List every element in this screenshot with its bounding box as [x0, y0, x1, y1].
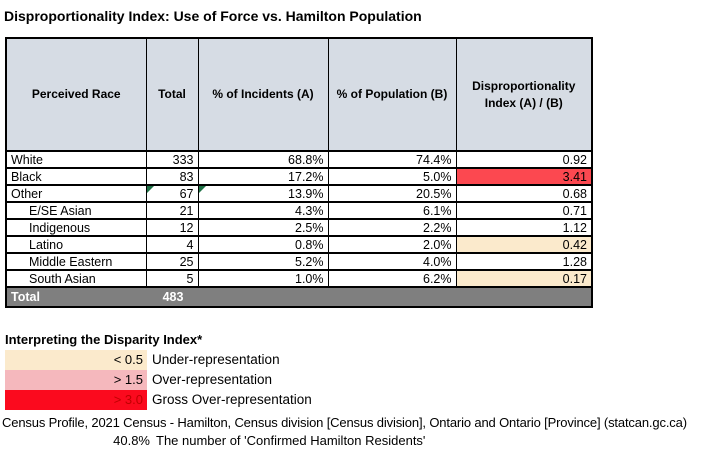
col-header-perceived-race: Perceived Race	[5, 37, 147, 152]
legend-label: Under-representation	[152, 352, 280, 367]
confirmed-residents-label: The number of 'Confirmed Hamilton Reside…	[156, 433, 426, 448]
cell-total: 333	[145, 150, 199, 169]
confirmed-residents-note: 40.8% The number of 'Confirmed Hamilton …	[0, 433, 723, 448]
disproportionality-table: Perceived Race Total % of Incidents (A) …	[5, 37, 593, 308]
cell-population: 2.2%	[327, 218, 457, 237]
table-row-ese-asian: E/SE Asian 21 4.3% 6.1% 0.71	[5, 201, 593, 220]
table-row-south-asian: South Asian 5 1.0% 6.2% 0.17	[5, 269, 593, 288]
total-row-label: Total	[11, 290, 40, 304]
census-source-note: Census Profile, 2021 Census - Hamilton, …	[2, 415, 687, 430]
cell-index: 3.41	[455, 167, 593, 186]
cell-race: White	[5, 150, 147, 169]
cell-index: 1.28	[455, 252, 593, 271]
legend-item-gross-over: > 3.0 Gross Over-representation	[5, 390, 723, 410]
cell-total: 4	[145, 235, 199, 254]
total-row-cell: Total 483	[6, 287, 592, 307]
cell-race: Other	[5, 184, 147, 203]
cell-race: Indigenous	[5, 218, 147, 237]
cell-index: 1.12	[455, 218, 593, 237]
cell-population: 6.2%	[327, 269, 457, 288]
cell-race: Black	[5, 167, 147, 186]
col-header-population: % of Population (B)	[327, 37, 457, 152]
cell-race: South Asian	[5, 269, 147, 288]
cell-incidents: 5.2%	[197, 252, 329, 271]
table-row-white: White 333 68.8% 74.4% 0.92	[5, 150, 593, 169]
confirmed-residents-value: 40.8%	[113, 433, 150, 448]
cell-population: 5.0%	[327, 167, 457, 186]
cell-incidents: 0.8%	[197, 235, 329, 254]
cell-index: 0.42	[455, 235, 593, 254]
table-total-row: Total 483	[6, 287, 592, 307]
legend: Interpreting the Disparity Index* < 0.5 …	[5, 332, 723, 410]
cell-incidents: 68.8%	[197, 150, 329, 169]
cell-incidents: 2.5%	[197, 218, 329, 237]
col-header-incidents: % of Incidents (A)	[197, 37, 329, 152]
cell-race: Middle Eastern	[5, 252, 147, 271]
cell-race: E/SE Asian	[5, 201, 147, 220]
table-row-middle-eastern: Middle Eastern 25 5.2% 4.0% 1.28	[5, 252, 593, 271]
cell-incidents: 1.0%	[197, 269, 329, 288]
legend-item-over: > 1.5 Over-representation	[5, 370, 723, 390]
legend-swatch-over: > 1.5	[5, 370, 147, 390]
cell-population: 20.5%	[327, 184, 457, 203]
cell-population: 2.0%	[327, 235, 457, 254]
legend-label: Gross Over-representation	[152, 392, 312, 407]
col-header-index: Disproportionality Index (A) / (B)	[455, 37, 593, 152]
cell-index: 0.17	[455, 269, 593, 288]
cell-index: 0.92	[455, 150, 593, 169]
cell-population: 74.4%	[327, 150, 457, 169]
cell-population: 6.1%	[327, 201, 457, 220]
header-row: Perceived Race Total % of Incidents (A) …	[5, 37, 593, 152]
comment-flag-icon	[146, 186, 154, 193]
cell-total: 25	[145, 252, 199, 271]
table-row-other: Other 67 13.9% 20.5% 0.68	[5, 184, 593, 203]
cell-race: Latino	[5, 235, 147, 254]
legend-swatch-under: < 0.5	[5, 350, 147, 370]
table-row-latino: Latino 4 0.8% 2.0% 0.42	[5, 235, 593, 254]
table-row-black: Black 83 17.2% 5.0% 3.41	[5, 167, 593, 186]
cell-incidents: 13.9%	[197, 184, 329, 203]
legend-label: Over-representation	[152, 372, 273, 387]
cell-total: 67	[145, 184, 199, 203]
cell-incidents: 17.2%	[197, 167, 329, 186]
cell-index: 0.68	[455, 184, 593, 203]
legend-item-under: < 0.5 Under-representation	[5, 350, 723, 370]
comment-flag-icon	[198, 186, 206, 193]
col-header-total: Total	[145, 37, 199, 152]
cell-total: 12	[145, 218, 199, 237]
total-row-value: 483	[162, 290, 184, 304]
legend-swatch-gross-over: > 3.0	[5, 390, 147, 410]
cell-index: 0.71	[455, 201, 593, 220]
cell-total: 83	[145, 167, 199, 186]
legend-heading: Interpreting the Disparity Index*	[5, 332, 203, 347]
cell-incidents: 4.3%	[197, 201, 329, 220]
cell-population: 4.0%	[327, 252, 457, 271]
table-row-indigenous: Indigenous 12 2.5% 2.2% 1.12	[5, 218, 593, 237]
cell-total: 21	[145, 201, 199, 220]
page-title: Disproportionality Index: Use of Force v…	[4, 8, 422, 24]
cell-total: 5	[145, 269, 199, 288]
